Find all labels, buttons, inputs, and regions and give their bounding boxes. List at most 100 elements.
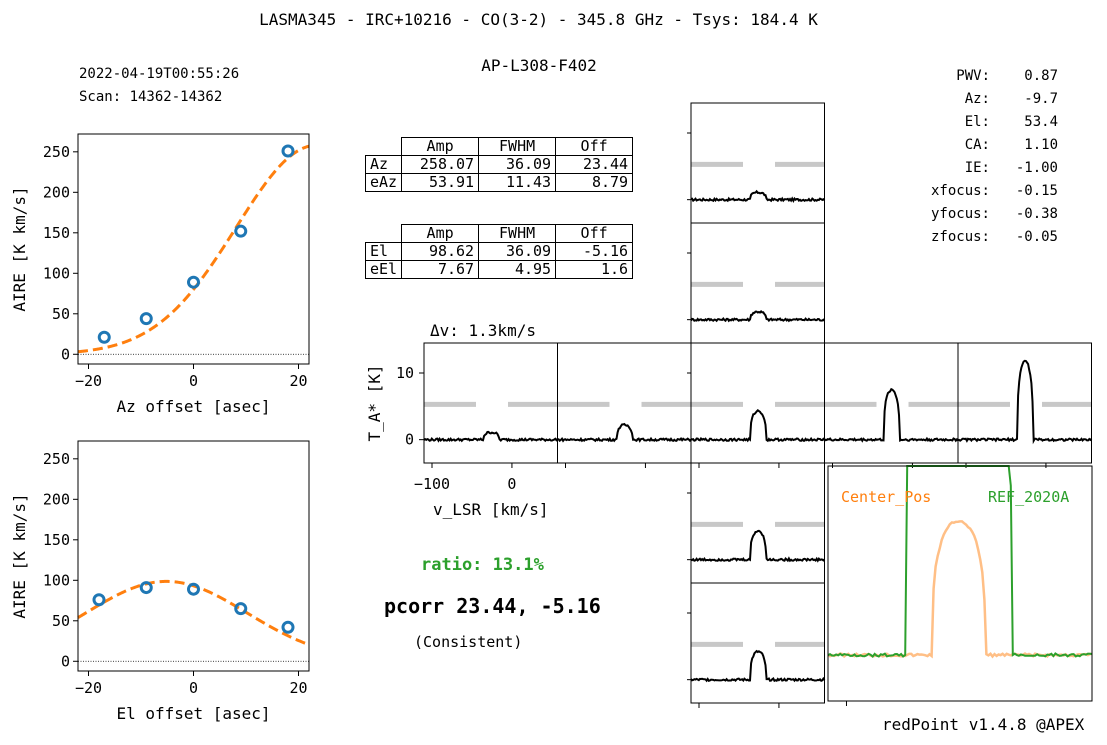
param-row: El: 53.4: [880, 112, 1058, 135]
data-point: [139, 581, 153, 595]
el-table-row: eEl 7.67 4.95 1.6: [364, 260, 634, 279]
param-row: zfocus: -0.05: [880, 227, 1058, 250]
az-table-row: eAz 53.91 11.43 8.79: [364, 173, 634, 192]
y-tick-label: 50: [52, 305, 70, 323]
el-fit-table: Amp FWHM Off El 98.62 36.09 -5.16 eEl 7.…: [364, 224, 634, 279]
x-axis-label: v_LSR [km/s]: [433, 500, 549, 519]
el-table-header-amp: Amp: [401, 224, 480, 243]
spectrum-panel-n2: [687, 102, 826, 224]
data-point: [187, 275, 200, 289]
az-table-cell: 36.09: [478, 155, 557, 174]
x-tick-label: −20: [75, 372, 102, 390]
data-point: [234, 224, 248, 238]
el-table-row-label: El: [364, 242, 403, 261]
spectrum-line: [823, 387, 959, 443]
spectrum-line: [423, 430, 559, 443]
y-axis-label: AIRE [K km/s]: [10, 186, 29, 311]
spectrum-line: [690, 310, 826, 323]
data-point: [97, 330, 111, 344]
param-label: CA:: [964, 137, 990, 153]
data-point: [92, 593, 106, 607]
az-table-header-row: Amp FWHM Off: [366, 137, 634, 156]
spectrum-line: [690, 529, 826, 563]
az-table-cell: 53.91: [401, 173, 480, 192]
az-table-cell: 23.44: [555, 155, 634, 174]
y-tick-label: 200: [43, 183, 70, 201]
y-axis-label: T_A* [K]: [365, 364, 384, 441]
spectrum-line: [690, 649, 826, 683]
param-row: PWV: 0.87: [880, 66, 1058, 89]
param-row: xfocus: -0.15: [880, 181, 1058, 204]
az-table-cell: 8.79: [555, 173, 634, 192]
spectrum-panel-e1: [823, 342, 959, 468]
page-subtitle: AP-L308-F402: [481, 56, 597, 75]
fit-curve: [77, 144, 310, 354]
spectrum-line: [690, 189, 826, 203]
param-row: Az: -9.7: [880, 89, 1058, 112]
ratio-label: ratio: 13.1%: [421, 555, 544, 575]
y-tick-label: 150: [43, 531, 70, 549]
param-value: -0.38: [1015, 206, 1058, 222]
spectrum-panel-w2: [423, 342, 559, 468]
fit-curve: [77, 579, 310, 647]
el-table-row-label: eEl: [364, 260, 403, 279]
y-tick-label: 250: [43, 450, 70, 468]
spectrum-panel-w1: [557, 342, 692, 468]
x-tick-label: 20: [289, 679, 307, 697]
param-row: CA: 1.10: [880, 135, 1058, 158]
consistency-label: (Consistent): [414, 633, 523, 651]
timestamp-label: 2022-04-19T00:55:26: [79, 66, 240, 82]
y-tick-label: 250: [43, 143, 70, 161]
data-point: [234, 602, 248, 616]
y-tick-label: 0: [61, 652, 70, 670]
y-axis-label: AIRE [K km/s]: [10, 493, 29, 618]
param-row: IE: -1.00: [880, 158, 1058, 181]
param-value: -1.00: [1015, 160, 1058, 176]
param-value: 1.10: [1024, 137, 1058, 153]
scan-label: Scan: 14362-14362: [79, 89, 223, 105]
y-tick-label: 150: [43, 224, 70, 242]
data-point: [187, 582, 200, 596]
y-tick-label: 100: [43, 571, 70, 589]
figure-title: LASMA345 - IRC+10216 - CO(3-2) - 345.8 G…: [259, 10, 818, 29]
y-tick-label: 50: [52, 612, 70, 630]
param-value: -9.7: [1024, 91, 1058, 107]
x-tick-label: 0: [189, 372, 198, 390]
az-table-cell: 11.43: [478, 173, 557, 192]
plot-frame: [77, 133, 310, 365]
data-point: [139, 312, 153, 326]
x-tick-label: 20: [289, 372, 307, 390]
panel-frame: [827, 465, 1093, 702]
spectrum-panel-s2: [687, 582, 826, 708]
az-table-row: Az 258.07 36.09 23.44: [364, 155, 634, 174]
spectrum-panel-e2: [957, 342, 1093, 468]
spectrum-line: [690, 408, 826, 443]
center-reference-panel: Center_Pos REF_2020A: [827, 465, 1093, 706]
plot-frame: [77, 440, 310, 672]
az-table-row-label: eAz: [364, 173, 403, 192]
y-tick-label: 100: [43, 264, 70, 282]
spectrum-panel-n1: [687, 222, 826, 344]
el-table-header-row: Amp FWHM Off: [366, 224, 634, 243]
el-table-cell: 7.67: [401, 260, 480, 279]
delta-v-label: Δv: 1.3km/s: [430, 321, 536, 340]
param-value: -0.15: [1015, 183, 1058, 199]
x-tick-label: 0: [189, 679, 198, 697]
x-tick-label: 0: [507, 475, 516, 493]
legend-center-pos: Center_Pos: [841, 488, 931, 506]
params-block: PWV: 0.87 Az: -9.7 El: 53.4 CA: 1.10 IE: -1.00 xfo…: [880, 66, 1058, 250]
param-label: IE:: [964, 160, 990, 176]
y-tick-label: 10: [396, 364, 414, 382]
param-label: yfocus:: [930, 206, 990, 222]
param-value: 0.87: [1024, 68, 1058, 84]
param-label: El:: [964, 114, 990, 130]
y-tick-label: 0: [405, 431, 414, 449]
data-point: [281, 620, 295, 634]
y-tick-label: 0: [61, 345, 70, 363]
az-table-row-label: Az: [364, 155, 403, 174]
param-label: zfocus:: [930, 229, 990, 245]
spectrum-panel-s1: [687, 462, 826, 584]
